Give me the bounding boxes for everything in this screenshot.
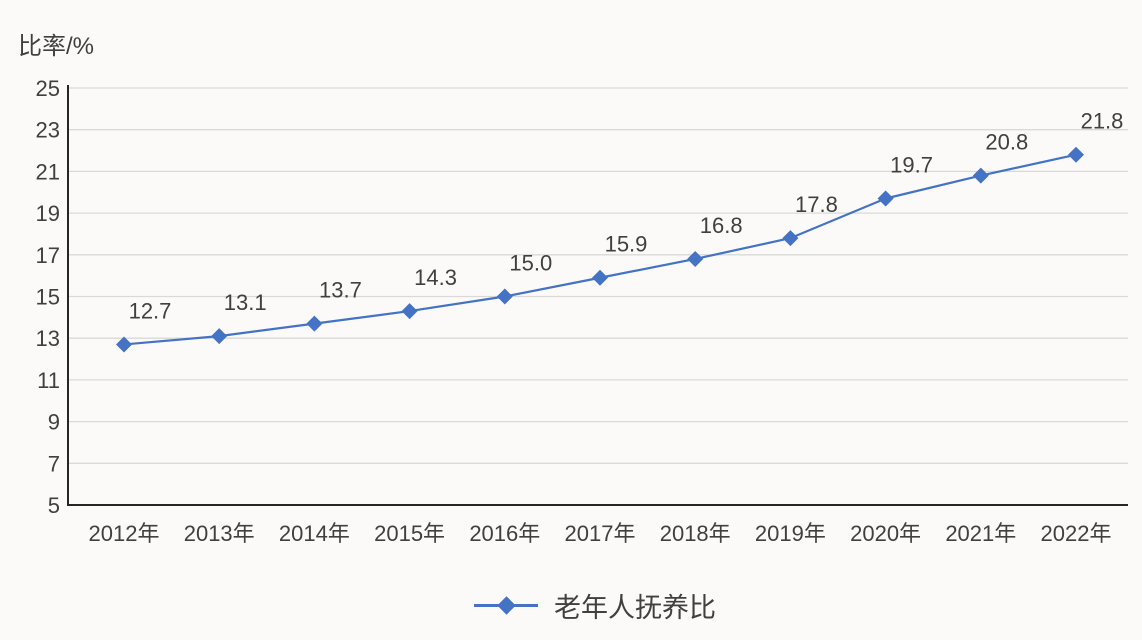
x-tick-label: 2014年 bbox=[279, 521, 350, 546]
data-point-label: 12.7 bbox=[129, 298, 172, 323]
data-point-label: 15.9 bbox=[605, 232, 648, 257]
x-tick-label: 2013年 bbox=[184, 521, 255, 546]
y-tick-label: 15 bbox=[36, 285, 60, 310]
y-axis-title: 比率/% bbox=[18, 33, 95, 60]
x-tick-label: 2020年 bbox=[850, 521, 921, 546]
x-tick-label: 2021年 bbox=[945, 521, 1016, 546]
line-chart-plot: 25 23 21 19 17 15 13 11 9 7 5 2012年 2013年 2014年 2015年 2… bbox=[36, 76, 1128, 546]
series-line bbox=[123, 153, 1077, 346]
data-point-marker bbox=[116, 336, 132, 353]
data-point-marker bbox=[687, 250, 704, 267]
data-point-marker bbox=[972, 167, 989, 184]
data-point-label: 15.0 bbox=[509, 251, 552, 276]
y-tick-label: 23 bbox=[36, 118, 60, 143]
y-tick-label: 19 bbox=[36, 201, 60, 226]
y-tick-label: 21 bbox=[36, 159, 60, 184]
y-tick-label: 11 bbox=[37, 368, 60, 393]
data-point-label: 14.3 bbox=[414, 265, 457, 290]
x-tick-label: 2016年 bbox=[469, 521, 540, 546]
data-point-label: 17.8 bbox=[795, 192, 838, 217]
data-point-marker bbox=[306, 315, 323, 332]
x-tick-label: 2019年 bbox=[755, 521, 826, 546]
x-tick-label: 2012年 bbox=[89, 521, 160, 546]
legend: 老年人抚养比 bbox=[0, 586, 1142, 625]
data-point-marker bbox=[401, 303, 418, 320]
y-tick-label: 7 bbox=[48, 451, 60, 476]
data-point-label: 20.8 bbox=[985, 130, 1028, 155]
data-point-label: 13.7 bbox=[319, 278, 362, 303]
data-point-label: 21.8 bbox=[1081, 109, 1124, 134]
data-point-label: 13.1 bbox=[224, 290, 267, 315]
legend-label: 老年人抚养比 bbox=[554, 593, 716, 623]
data-point-marker bbox=[877, 190, 894, 207]
data-point-marker bbox=[782, 230, 799, 247]
y-tick-label: 17 bbox=[36, 243, 60, 268]
x-tick-label: 2017年 bbox=[565, 521, 636, 546]
data-point-marker bbox=[211, 328, 228, 345]
data-point-label: 19.7 bbox=[890, 153, 933, 178]
y-tick-label: 25 bbox=[36, 76, 60, 101]
data-point-marker bbox=[592, 269, 608, 286]
data-point-label: 16.8 bbox=[700, 213, 743, 238]
x-tick-label: 2022年 bbox=[1041, 521, 1112, 546]
x-tick-label: 2018年 bbox=[660, 521, 731, 546]
data-point-marker bbox=[496, 288, 513, 305]
y-tick-label: 13 bbox=[36, 326, 60, 351]
y-tick-label: 9 bbox=[48, 410, 60, 435]
data-point-marker bbox=[1068, 146, 1084, 163]
legend-line-marker-icon bbox=[474, 596, 538, 615]
legend-entry: 老年人抚养比 bbox=[474, 586, 716, 625]
y-tick-label: 5 bbox=[48, 493, 60, 518]
legend-diamond-icon bbox=[497, 596, 516, 615]
x-tick-label: 2015年 bbox=[374, 521, 445, 546]
